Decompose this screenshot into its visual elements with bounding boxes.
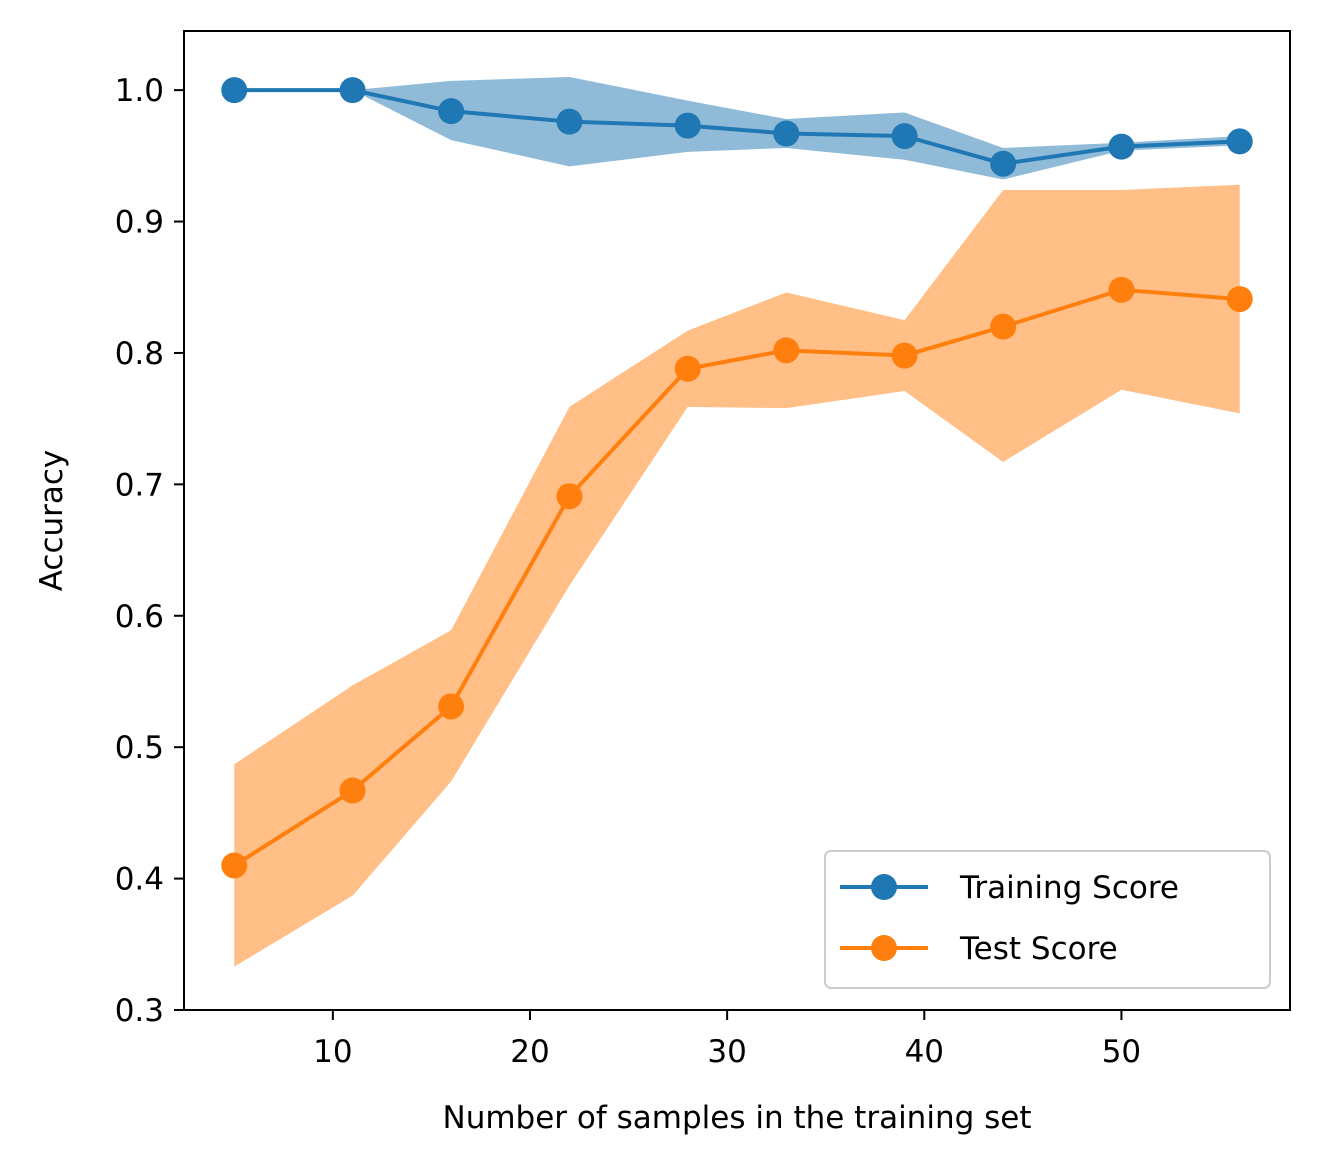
training-score-point	[556, 108, 583, 135]
training-score-point	[674, 112, 701, 139]
x-tick-label: 40	[905, 1034, 944, 1070]
y-tick-label: 0.4	[115, 862, 164, 898]
training-score-point	[990, 150, 1017, 177]
test-score-band	[234, 184, 1240, 967]
y-tick-label: 0.7	[115, 467, 164, 503]
training-score-point	[891, 123, 918, 150]
x-tick-label: 50	[1102, 1034, 1141, 1070]
training-score-point	[1108, 133, 1135, 160]
x-tick-label: 30	[707, 1034, 746, 1070]
y-tick-label: 0.9	[115, 205, 164, 241]
legend-box	[824, 850, 1271, 989]
test-score-point	[556, 483, 583, 510]
confidence-bands	[234, 76, 1240, 967]
test-score-point	[1226, 286, 1253, 313]
x-tick-label: 20	[510, 1034, 549, 1070]
training-score-legend-marker	[871, 874, 897, 900]
series-lines	[233, 88, 1240, 868]
x-tick-label: 10	[313, 1034, 352, 1070]
training-score-legend-label: Training Score	[959, 870, 1179, 906]
test-score-legend-label: Test Score	[959, 931, 1118, 967]
x-axis-ticks: 10 20 30 40 50	[313, 1010, 1141, 1070]
y-tick-label: 0.3	[115, 993, 164, 1029]
test-score-point	[674, 355, 701, 382]
training-score-line	[234, 88, 1240, 166]
y-tick-label: 0.5	[115, 730, 164, 766]
y-tick-label: 1.0	[115, 73, 164, 109]
test-score-point	[990, 313, 1017, 340]
y-tick-label: 0.8	[115, 336, 164, 372]
test-score-line	[233, 287, 1240, 868]
plot-area-frame	[183, 30, 1291, 1011]
series-points	[221, 77, 1253, 879]
test-score-point	[891, 342, 918, 369]
legend: Training Score Test Score	[824, 850, 1271, 989]
y-tick-label: 0.6	[115, 599, 164, 635]
training-score-point	[438, 98, 465, 125]
test-score-point	[1108, 276, 1135, 303]
test-score-point	[339, 777, 366, 804]
training-score-point	[1226, 128, 1253, 155]
test-score-legend-marker	[871, 935, 897, 961]
test-score-point	[221, 852, 248, 879]
y-axis-ticks: 0.3 0.4 0.5 0.6 0.7 0.8 0.9 1.0	[115, 73, 184, 1029]
training-score-point	[221, 77, 248, 104]
test-score-point	[773, 337, 800, 364]
training-score-point	[773, 120, 800, 147]
test-score-point	[438, 693, 465, 720]
training-score-point	[339, 77, 366, 104]
x-axis-label: Number of samples in the training set	[443, 1100, 1032, 1136]
y-axis-label: Accuracy	[34, 450, 70, 592]
